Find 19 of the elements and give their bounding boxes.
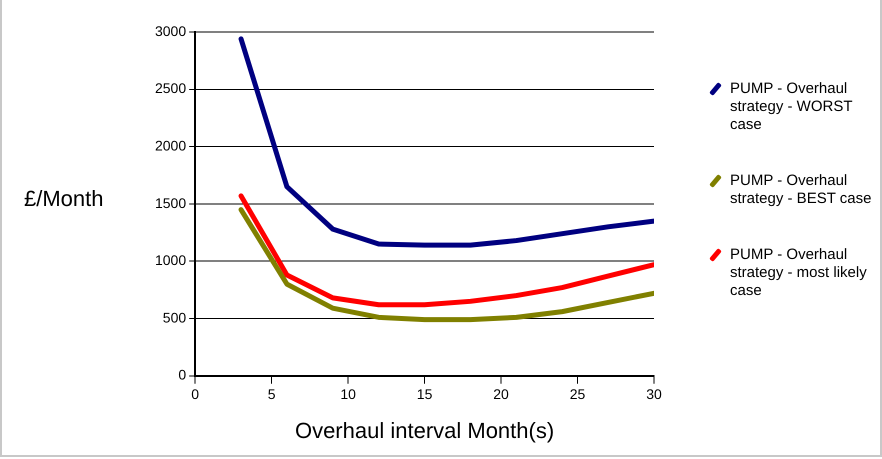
legend-label: PUMP - Overhaul strategy - WORST case xyxy=(730,80,854,134)
y-tick-label: 2500 xyxy=(154,80,186,96)
x-tick-label: 25 xyxy=(570,386,586,402)
y-tick-label: 0 xyxy=(178,366,186,383)
y-tick-label: 2000 xyxy=(154,137,186,154)
y-axis-title: £/Month xyxy=(24,186,104,212)
y-tick-label: 500 xyxy=(162,309,186,326)
x-axis-title: Overhaul interval Month(s) xyxy=(294,418,554,443)
x-tick-label: 5 xyxy=(268,386,276,402)
y-tick-label: 1500 xyxy=(154,194,186,211)
x-tick-label: 30 xyxy=(646,386,662,402)
y-tick-label: 1000 xyxy=(154,252,186,268)
legend-label: PUMP - Overhaul strategy - most likely case xyxy=(730,246,868,300)
x-tick-label: 0 xyxy=(191,386,200,402)
x-tick-label: 15 xyxy=(416,386,433,402)
x-tick-label: 10 xyxy=(340,386,356,402)
legend-label: PUMP - Overhaul strategy - BEST case xyxy=(730,172,872,208)
y-tick-label: 3000 xyxy=(154,22,186,39)
x-tick-label: 20 xyxy=(493,386,510,402)
